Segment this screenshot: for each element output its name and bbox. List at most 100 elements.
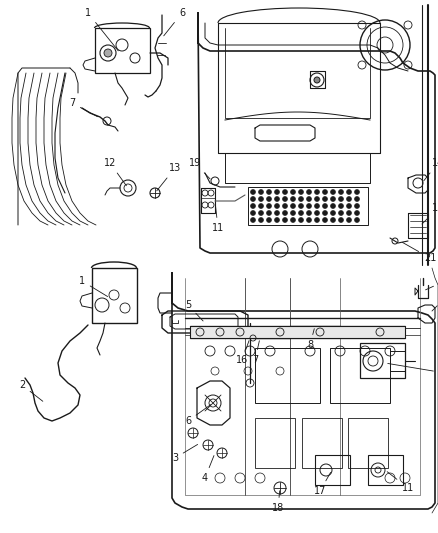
Circle shape <box>339 197 343 201</box>
Bar <box>95 28 150 73</box>
Circle shape <box>283 211 287 215</box>
Text: 8: 8 <box>307 329 314 350</box>
Circle shape <box>331 197 336 201</box>
Circle shape <box>251 217 255 222</box>
Circle shape <box>307 190 311 195</box>
Circle shape <box>283 204 287 208</box>
Circle shape <box>258 211 264 215</box>
Circle shape <box>283 217 287 222</box>
Circle shape <box>354 204 360 208</box>
Text: 16: 16 <box>236 341 249 365</box>
Bar <box>255 418 295 468</box>
Circle shape <box>290 211 296 215</box>
Circle shape <box>314 77 320 83</box>
Bar <box>315 455 350 485</box>
Text: 3: 3 <box>172 445 198 463</box>
Text: 12: 12 <box>104 158 127 185</box>
Bar <box>248 187 368 225</box>
Text: 13: 13 <box>157 163 181 191</box>
Circle shape <box>331 190 336 195</box>
Circle shape <box>339 204 343 208</box>
Text: 1: 1 <box>85 8 118 51</box>
Circle shape <box>346 190 352 195</box>
Text: 17: 17 <box>314 472 331 496</box>
Circle shape <box>314 211 319 215</box>
Bar <box>92 268 137 323</box>
Circle shape <box>290 197 296 201</box>
Circle shape <box>307 197 311 201</box>
Bar <box>330 348 390 403</box>
Circle shape <box>251 190 255 195</box>
Circle shape <box>314 217 319 222</box>
Circle shape <box>283 190 287 195</box>
Circle shape <box>290 190 296 195</box>
Circle shape <box>346 217 352 222</box>
Bar <box>348 418 388 468</box>
Circle shape <box>299 197 304 201</box>
Text: 4: 4 <box>202 456 214 483</box>
Text: 9: 9 <box>432 293 438 311</box>
Circle shape <box>258 204 264 208</box>
Bar <box>368 455 403 485</box>
Circle shape <box>314 190 319 195</box>
Circle shape <box>339 211 343 215</box>
Bar <box>302 418 342 468</box>
Circle shape <box>299 204 304 208</box>
Circle shape <box>331 211 336 215</box>
Circle shape <box>251 197 255 201</box>
Circle shape <box>290 217 296 222</box>
Text: 7: 7 <box>69 98 98 117</box>
Circle shape <box>314 204 319 208</box>
Text: 7: 7 <box>252 341 259 365</box>
Text: 21: 21 <box>403 243 436 263</box>
Text: 6: 6 <box>185 405 211 426</box>
Circle shape <box>339 217 343 222</box>
Circle shape <box>266 190 272 195</box>
Text: 18: 18 <box>272 491 284 513</box>
Circle shape <box>322 197 328 201</box>
Circle shape <box>275 217 279 222</box>
Circle shape <box>314 197 319 201</box>
Text: 20: 20 <box>426 276 438 290</box>
Circle shape <box>322 211 328 215</box>
Text: 10: 10 <box>388 364 438 378</box>
Circle shape <box>299 211 304 215</box>
Circle shape <box>266 204 272 208</box>
Circle shape <box>322 217 328 222</box>
Circle shape <box>354 217 360 222</box>
Bar <box>360 343 405 378</box>
Text: 5: 5 <box>185 300 203 321</box>
Circle shape <box>275 190 279 195</box>
Circle shape <box>307 217 311 222</box>
Circle shape <box>251 204 255 208</box>
Circle shape <box>322 204 328 208</box>
Circle shape <box>104 49 112 57</box>
Circle shape <box>307 211 311 215</box>
Circle shape <box>307 204 311 208</box>
Circle shape <box>331 204 336 208</box>
Circle shape <box>266 211 272 215</box>
Circle shape <box>258 197 264 201</box>
Text: 6: 6 <box>164 8 185 36</box>
Circle shape <box>299 217 304 222</box>
Circle shape <box>275 211 279 215</box>
Circle shape <box>346 211 352 215</box>
Circle shape <box>354 197 360 201</box>
Text: 14: 14 <box>424 158 438 181</box>
Text: 1: 1 <box>79 276 108 296</box>
Circle shape <box>275 204 279 208</box>
Circle shape <box>339 190 343 195</box>
Circle shape <box>354 211 360 215</box>
Circle shape <box>331 217 336 222</box>
Circle shape <box>299 190 304 195</box>
Circle shape <box>322 190 328 195</box>
Text: 2: 2 <box>19 380 43 401</box>
Circle shape <box>251 211 255 215</box>
Text: 11: 11 <box>387 472 414 493</box>
Circle shape <box>258 190 264 195</box>
Circle shape <box>354 190 360 195</box>
Circle shape <box>275 197 279 201</box>
Bar <box>390 351 405 371</box>
Text: 19: 19 <box>189 158 210 179</box>
Circle shape <box>346 197 352 201</box>
